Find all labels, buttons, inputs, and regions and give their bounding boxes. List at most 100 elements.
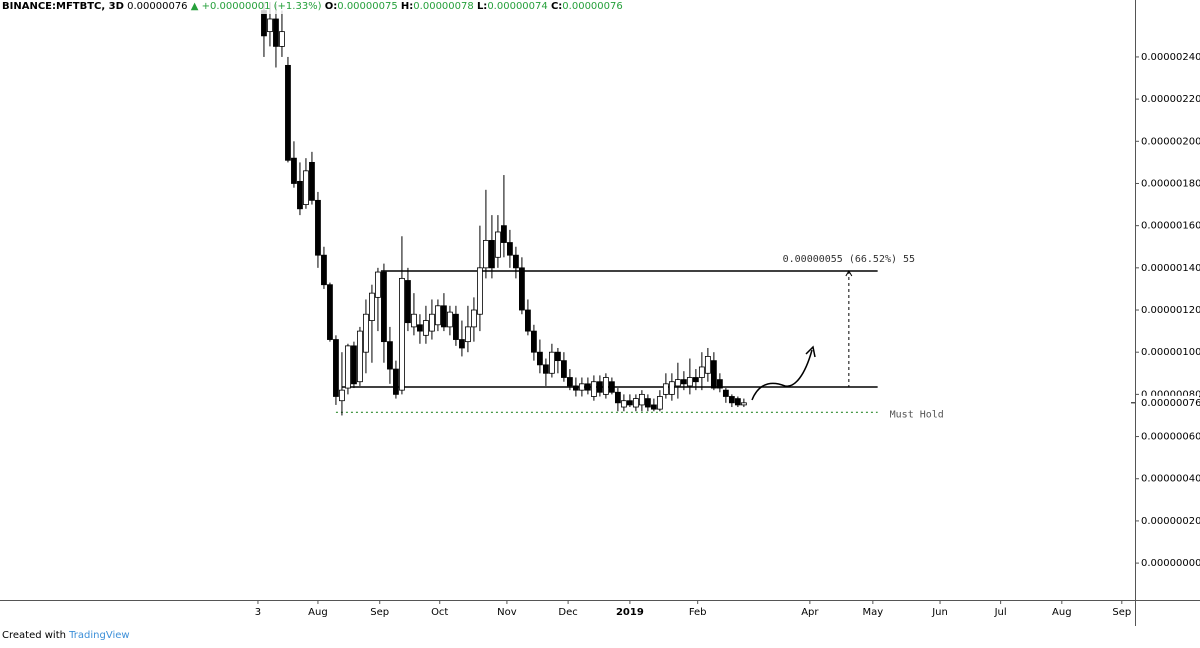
candle-body [297, 180, 303, 210]
high-value: 0.00000078 [413, 1, 474, 12]
change: +0.00000001 (+1.33%) [201, 1, 322, 12]
open-value: 0.00000075 [337, 1, 398, 12]
last-value: 0.00000076 [127, 1, 188, 12]
x-tick-label: Jun [931, 607, 948, 618]
candle-body [716, 379, 723, 389]
x-tick-label: 2019 [616, 607, 644, 618]
legend-header: BINANCE:MFTBTC, 3D 0.00000076 ▲ +0.00000… [2, 0, 623, 14]
candle-body [315, 199, 321, 256]
candle-body [381, 271, 387, 343]
candle-body [501, 225, 507, 243]
candle-body [309, 161, 315, 201]
candle-body [279, 31, 285, 47]
candle-body [674, 379, 681, 387]
candle-body [734, 398, 741, 406]
candle-body [531, 330, 537, 353]
candle-body [662, 383, 669, 395]
candle-body [710, 360, 717, 389]
candle-body [519, 267, 525, 311]
y-tick-label: 0.00000180 [1141, 178, 1200, 189]
candle-body [590, 381, 597, 397]
candle-body [596, 381, 603, 393]
candle-body [722, 389, 729, 397]
y-tick-label: 0.00000160 [1141, 221, 1200, 232]
candle-body [285, 64, 291, 161]
y-tick-label: 0.00000000 [1141, 558, 1200, 569]
x-tick-label: Sep [370, 607, 389, 618]
x-tick-label: Sep [1112, 607, 1131, 618]
candle-body [429, 313, 435, 332]
open-label: O: [324, 1, 338, 12]
candle-body [387, 341, 393, 370]
candle-body [668, 381, 675, 395]
symbol: BINANCE:MFTBTC, 3D [2, 1, 124, 12]
candle-body [692, 377, 699, 383]
candle-body [393, 368, 399, 395]
candle-body [273, 18, 279, 47]
x-tick-label: May [863, 607, 884, 618]
candle-body [417, 324, 423, 332]
candle-body [584, 383, 591, 391]
candle-body [303, 170, 309, 205]
candle-body [740, 402, 747, 406]
projection-arrow-head [805, 345, 816, 358]
candle-body [555, 351, 561, 362]
x-tick-label: Feb [689, 607, 707, 618]
candle-body [453, 313, 459, 340]
y-tick-label: 0.00000240 [1141, 52, 1200, 63]
x-tick-label: Nov [497, 607, 517, 618]
candle-body [465, 326, 471, 343]
candle-body [686, 377, 693, 387]
candle-body [333, 339, 339, 397]
candle-body [620, 400, 627, 408]
x-tick-label: Aug [308, 607, 328, 618]
footer: Created with TradingView [2, 630, 130, 641]
candle-body [363, 313, 369, 353]
y-tick-label: 0.00000140 [1141, 263, 1200, 274]
candle-body [477, 267, 483, 315]
measure-label: 0.00000055 (66.52%) 55 [783, 254, 915, 265]
candle-body [459, 339, 465, 349]
candle-body [728, 396, 735, 404]
projection-arrow [751, 349, 813, 401]
candle-body [525, 309, 531, 332]
candle-body [411, 313, 417, 328]
candle-body [513, 254, 519, 269]
candle-body [327, 284, 333, 340]
candle-body [543, 364, 549, 374]
candle-body [345, 345, 351, 389]
candle-body [321, 254, 327, 286]
created-with: Created with [2, 630, 66, 641]
candle-body [638, 393, 645, 406]
candle-body [566, 377, 573, 387]
candle-body [495, 231, 501, 258]
y-tick-label: 0.00000120 [1141, 305, 1200, 316]
candle-body [489, 240, 495, 269]
last-price-label: 0.00000076 [1141, 398, 1200, 409]
chart: 0.00000000 0.00000020 0.00000040 0.00000060… [0, 0, 1200, 626]
x-tick-label: Jul [994, 607, 1007, 618]
candle-body [626, 400, 633, 406]
y-tick-label: 0.00000020 [1141, 516, 1200, 527]
x-tick-label: Aug [1052, 607, 1072, 618]
y-tick-label: 0.00000100 [1141, 347, 1200, 358]
x-tick-label: 3 [255, 607, 261, 618]
y-tick-label: 0.00000200 [1141, 136, 1200, 147]
high-label: H: [400, 1, 414, 12]
brand: TradingView [69, 630, 130, 641]
candle-body [698, 366, 705, 378]
low-label: L: [476, 1, 488, 12]
up-arrow: ▲ [190, 1, 199, 12]
x-tick-label: Oct [431, 607, 448, 618]
candle-body [572, 385, 579, 391]
candle-body [602, 377, 609, 395]
x-tick-label: Apr [801, 607, 819, 618]
candle-body [704, 356, 711, 374]
y-tick-label: 0.00000080 [1141, 389, 1200, 400]
last-price-tag [1136, 395, 1199, 410]
candle-body [399, 277, 405, 391]
candle-body [261, 10, 267, 37]
candle-body [561, 360, 567, 378]
candle-body [339, 389, 345, 402]
